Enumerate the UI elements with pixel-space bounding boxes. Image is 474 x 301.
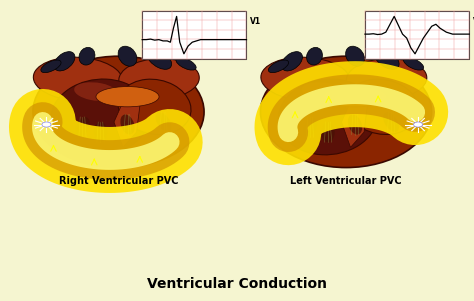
- Ellipse shape: [307, 47, 322, 65]
- Ellipse shape: [348, 114, 362, 135]
- Ellipse shape: [33, 57, 123, 101]
- Ellipse shape: [321, 122, 335, 142]
- Circle shape: [42, 122, 51, 127]
- Circle shape: [413, 122, 423, 127]
- Text: V1: V1: [250, 17, 261, 26]
- Ellipse shape: [41, 60, 61, 73]
- FancyBboxPatch shape: [365, 11, 469, 59]
- Ellipse shape: [383, 112, 399, 132]
- Ellipse shape: [176, 57, 196, 70]
- Ellipse shape: [79, 47, 95, 65]
- Ellipse shape: [374, 48, 399, 69]
- Ellipse shape: [74, 82, 118, 101]
- Text: Ventricular Conduction: Ventricular Conduction: [147, 277, 327, 291]
- Ellipse shape: [278, 79, 378, 155]
- Ellipse shape: [118, 46, 137, 66]
- Ellipse shape: [261, 57, 350, 101]
- FancyBboxPatch shape: [142, 11, 246, 59]
- Ellipse shape: [119, 59, 199, 99]
- Ellipse shape: [33, 56, 204, 168]
- Text: Left Ventricular PVC: Left Ventricular PVC: [290, 176, 402, 186]
- Ellipse shape: [118, 79, 191, 135]
- Ellipse shape: [96, 87, 159, 107]
- Polygon shape: [114, 92, 141, 147]
- Ellipse shape: [403, 57, 424, 70]
- Ellipse shape: [75, 117, 90, 137]
- Ellipse shape: [268, 60, 289, 73]
- Ellipse shape: [282, 51, 302, 71]
- Ellipse shape: [346, 79, 419, 135]
- Ellipse shape: [346, 59, 427, 99]
- Ellipse shape: [302, 117, 318, 137]
- Ellipse shape: [146, 48, 172, 69]
- Text: V1: V1: [473, 17, 474, 26]
- Ellipse shape: [301, 82, 346, 101]
- Ellipse shape: [155, 112, 172, 132]
- Ellipse shape: [346, 46, 365, 66]
- Polygon shape: [341, 92, 369, 147]
- Ellipse shape: [324, 87, 387, 107]
- Ellipse shape: [120, 114, 135, 135]
- Ellipse shape: [94, 122, 107, 142]
- Ellipse shape: [51, 79, 150, 155]
- Ellipse shape: [54, 51, 75, 71]
- Ellipse shape: [261, 56, 432, 168]
- Text: Right Ventricular PVC: Right Ventricular PVC: [59, 176, 178, 186]
